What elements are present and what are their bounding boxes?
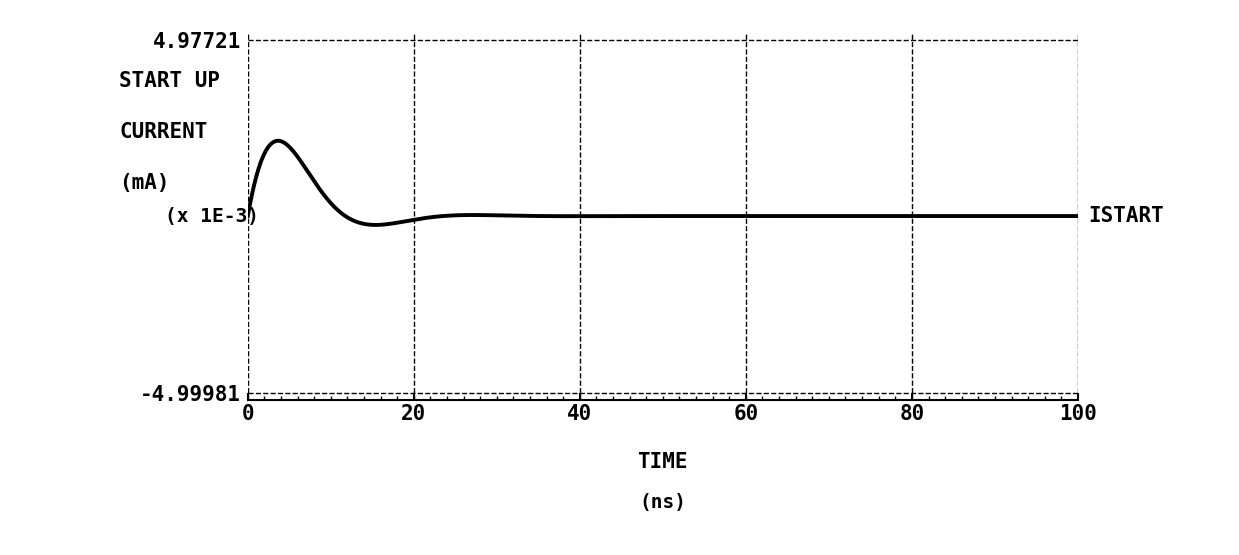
Text: (mA): (mA) [119, 174, 170, 194]
Text: ISTART: ISTART [1088, 206, 1163, 226]
Text: CURRENT: CURRENT [119, 122, 207, 142]
Text: (ns): (ns) [639, 493, 686, 512]
Text: (x 1E-3): (x 1E-3) [165, 206, 259, 225]
Text: TIME: TIME [638, 452, 688, 472]
Text: START UP: START UP [119, 71, 221, 91]
